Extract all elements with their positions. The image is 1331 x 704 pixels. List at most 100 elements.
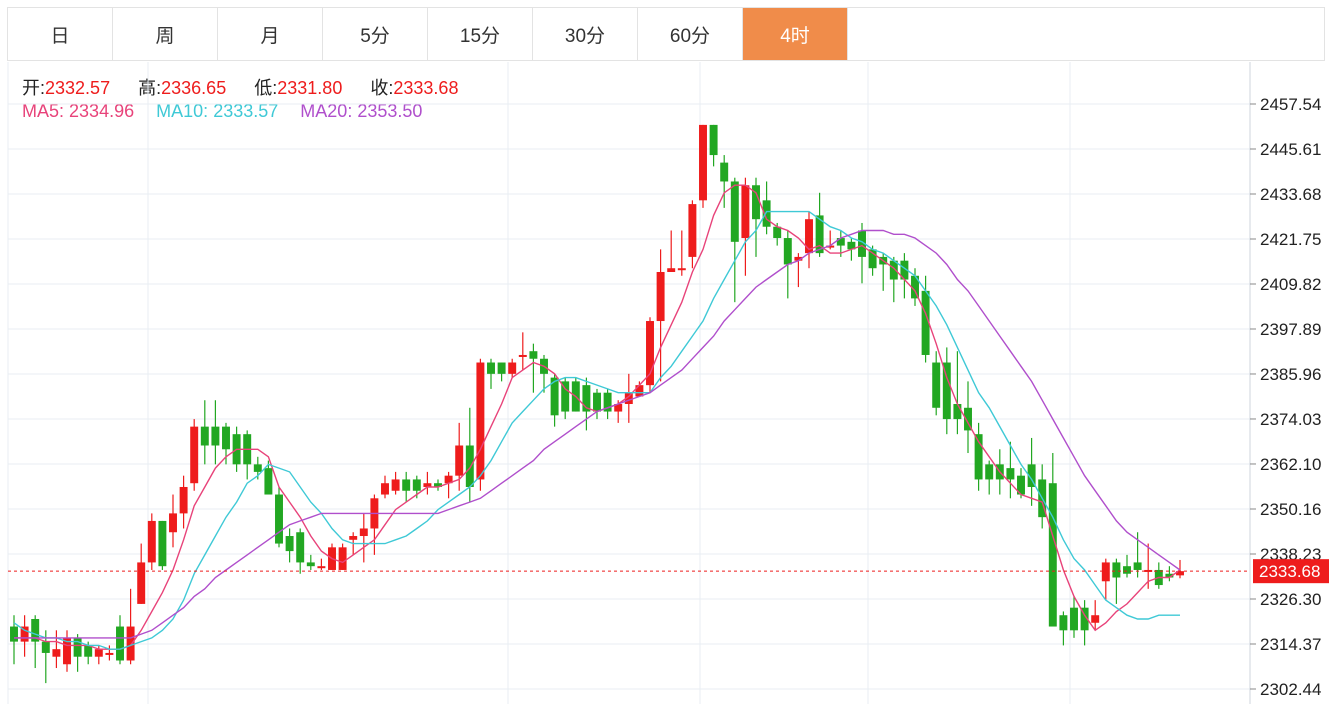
- candle: [688, 204, 697, 257]
- open-value: 2332.57: [45, 78, 111, 98]
- open-label: 开:: [22, 78, 46, 98]
- ma20-line: [14, 229, 1181, 639]
- candle: [1091, 615, 1100, 623]
- y-tick-label: 2445.61: [1260, 140, 1321, 159]
- candle: [1176, 571, 1184, 576]
- candle: [974, 434, 983, 480]
- candle: [677, 268, 686, 271]
- ma5-value: 2334.96: [69, 101, 135, 121]
- candle: [31, 618, 40, 642]
- candle: [232, 434, 241, 465]
- ma-readout: MA5: 2334.96 MA10: 2333.57 MA20: 2353.50: [22, 101, 422, 122]
- candle: [667, 268, 676, 272]
- candle: [126, 626, 135, 661]
- candle: [497, 362, 506, 374]
- candle: [391, 479, 400, 491]
- y-tick-label: 2385.96: [1260, 365, 1321, 384]
- candle: [328, 547, 336, 570]
- candle: [487, 362, 495, 374]
- candle: [741, 185, 750, 239]
- candle: [275, 494, 283, 544]
- candle: [105, 652, 114, 655]
- ma20-label: MA20:: [300, 101, 353, 121]
- candle: [826, 245, 835, 248]
- candle: [200, 426, 209, 446]
- candle: [783, 238, 792, 265]
- candle: [773, 226, 782, 239]
- candle: [179, 486, 188, 514]
- timeframe-tabs: 日周月 5分 15分 30分 60分 4时: [7, 7, 1325, 61]
- ohlc-readout: 开:2332.57 高:2336.65 低:2331.80 收:2333.68: [22, 74, 458, 100]
- candle: [889, 260, 898, 280]
- ma10-line: [13, 210, 1180, 650]
- candle: [603, 392, 612, 412]
- candle: [995, 464, 1004, 480]
- candle: [190, 426, 199, 484]
- candle: [370, 498, 379, 529]
- y-tick-label: 2302.44: [1260, 680, 1321, 699]
- candle: [879, 256, 888, 265]
- candle: [253, 464, 262, 472]
- low-label: 低:: [254, 78, 278, 98]
- y-tick-label: 2409.82: [1260, 275, 1321, 294]
- tab-1[interactable]: 周: [113, 8, 218, 60]
- candle: [349, 536, 358, 540]
- close-label: 收:: [370, 78, 394, 98]
- candle: [1017, 475, 1025, 495]
- candle: [794, 256, 803, 261]
- y-tick-label: 2433.68: [1260, 185, 1321, 204]
- candle: [1059, 615, 1068, 631]
- candle: [116, 626, 124, 661]
- y-tick-label: 2421.75: [1260, 230, 1321, 249]
- tab-0[interactable]: 日: [8, 8, 113, 60]
- tab-4[interactable]: 15分: [428, 8, 533, 60]
- candle: [921, 290, 930, 355]
- tab-3[interactable]: 5分: [323, 8, 428, 60]
- candle: [1048, 483, 1057, 627]
- candle: [932, 362, 941, 408]
- candle: [836, 238, 845, 246]
- ma5-line: [14, 184, 1181, 650]
- candle: [359, 528, 368, 537]
- candle: [41, 641, 50, 653]
- candle: [646, 321, 654, 386]
- candle: [582, 385, 591, 412]
- candle: [953, 404, 962, 420]
- candle: [306, 562, 315, 567]
- candle: [285, 536, 294, 552]
- candle: [465, 445, 474, 487]
- current-price-label: 2333.68: [1259, 562, 1320, 581]
- candle: [614, 404, 623, 412]
- candle: [730, 181, 739, 242]
- tab-2[interactable]: 月: [218, 8, 323, 60]
- y-tick-label: 2326.30: [1260, 590, 1321, 609]
- candle: [20, 626, 29, 642]
- candle: [571, 381, 580, 412]
- tab-6[interactable]: 60分: [638, 8, 743, 60]
- candle: [720, 162, 729, 182]
- candle: [1144, 569, 1153, 572]
- candle: [1070, 607, 1078, 631]
- y-tick-label: 2350.16: [1260, 500, 1321, 519]
- candle: [868, 249, 877, 269]
- candle: [10, 626, 18, 642]
- candle: [444, 475, 453, 484]
- candle: [402, 479, 411, 491]
- candle: [985, 464, 994, 480]
- tab-5[interactable]: 30分: [533, 8, 638, 60]
- candle: [412, 479, 421, 491]
- candle: [63, 637, 71, 665]
- ma20-value: 2353.50: [357, 101, 423, 121]
- low-value: 2331.80: [277, 78, 343, 98]
- candle: [94, 649, 103, 657]
- candle: [211, 426, 220, 446]
- y-tick-label: 2374.03: [1260, 410, 1321, 429]
- high-value: 2336.65: [161, 78, 227, 98]
- candles: [10, 124, 1184, 684]
- grid: [7, 62, 1250, 704]
- tab-7[interactable]: 4时: [743, 8, 848, 60]
- candle: [264, 468, 273, 495]
- candle: [762, 200, 771, 227]
- candle: [529, 351, 538, 359]
- candle: [593, 392, 601, 412]
